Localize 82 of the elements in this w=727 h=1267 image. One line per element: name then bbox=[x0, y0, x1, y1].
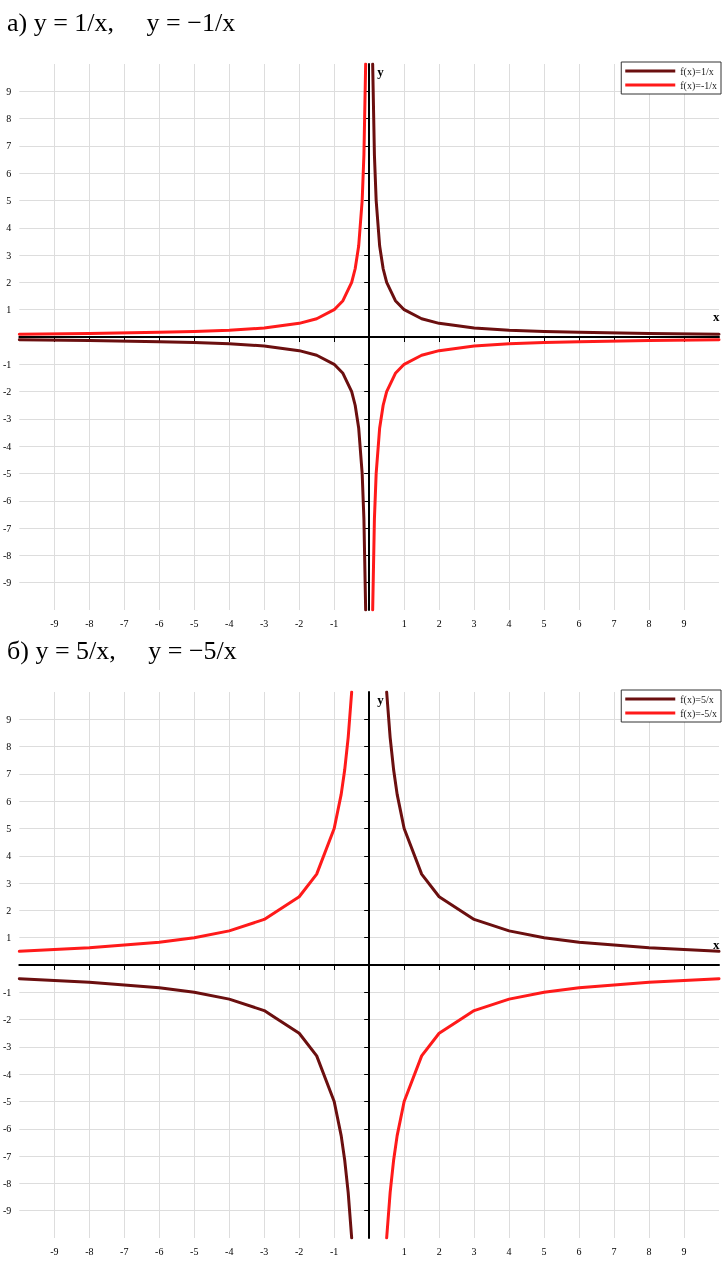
y-tick-label: 1 bbox=[6, 304, 12, 316]
x-tick-label: -4 bbox=[225, 1245, 234, 1257]
x-tick-label: 7 bbox=[611, 1245, 617, 1257]
y-tick-label: 3 bbox=[6, 877, 12, 889]
x-tick-label: 7 bbox=[611, 617, 617, 629]
y-tick-label: 9 bbox=[6, 85, 12, 97]
x-tick-label: 8 bbox=[646, 617, 652, 629]
y-tick-label: -7 bbox=[2, 1150, 12, 1162]
y-tick-label: 7 bbox=[6, 140, 12, 152]
x-tick-label: 3 bbox=[471, 617, 477, 629]
legend-label: f(x)=1/x bbox=[680, 65, 714, 78]
y-tick-label: -8 bbox=[2, 549, 12, 561]
x-tick-label: -3 bbox=[260, 1245, 269, 1257]
y-tick-label: -7 bbox=[2, 522, 12, 534]
x-tick-label: -9 bbox=[50, 617, 59, 629]
y-tick-label: -9 bbox=[2, 577, 12, 589]
x-tick-label: 6 bbox=[576, 617, 582, 629]
x-tick-label: -5 bbox=[190, 617, 199, 629]
legend-label: f(x)=-5/x bbox=[680, 707, 718, 720]
y-axis-title: y bbox=[377, 692, 385, 707]
y-tick-label: 3 bbox=[6, 249, 12, 261]
x-tick-label: 4 bbox=[506, 1245, 512, 1257]
y-tick-label: -2 bbox=[2, 386, 12, 398]
x-tick-label: -8 bbox=[85, 617, 94, 629]
x-tick-label: -9 bbox=[50, 1245, 59, 1257]
chart-title: а) y = 1/x, y = −1/x bbox=[7, 7, 236, 37]
y-tick-label: 9 bbox=[6, 713, 12, 725]
y-tick-label: 8 bbox=[6, 113, 12, 125]
x-tick-label: 5 bbox=[541, 617, 547, 629]
x-tick-label: 4 bbox=[506, 617, 512, 629]
x-axis-title: x bbox=[713, 937, 720, 952]
x-axis-title: x bbox=[713, 309, 720, 324]
legend-label: f(x)=-1/x bbox=[680, 79, 718, 92]
y-tick-label: 8 bbox=[6, 741, 12, 753]
y-tick-label: 5 bbox=[6, 195, 12, 206]
y-tick-label: -3 bbox=[2, 1041, 12, 1053]
x-tick-label: -2 bbox=[295, 617, 304, 629]
x-tick-label: 5 bbox=[541, 1245, 547, 1257]
y-tick-label: -1 bbox=[2, 986, 12, 998]
y-tick-label: 7 bbox=[6, 768, 12, 780]
y-axis-title: y bbox=[377, 64, 385, 79]
y-tick-label: -3 bbox=[2, 413, 12, 425]
x-tick-label: -4 bbox=[225, 617, 234, 629]
x-tick-label: -1 bbox=[330, 617, 339, 629]
y-tick-label: 1 bbox=[6, 932, 12, 944]
y-tick-label: 2 bbox=[6, 276, 12, 288]
x-tick-label: 1 bbox=[401, 1245, 407, 1257]
x-tick-label: 2 bbox=[436, 617, 442, 629]
y-tick-label: -2 bbox=[2, 1014, 12, 1026]
chart-title: б) y = 5/x, y = −5/x bbox=[7, 635, 237, 665]
x-tick-label: 3 bbox=[471, 1245, 477, 1257]
x-tick-label: -6 bbox=[155, 1245, 164, 1257]
y-tick-label: 2 bbox=[6, 904, 12, 916]
x-tick-label: 8 bbox=[646, 1245, 652, 1257]
x-tick-label: 1 bbox=[401, 617, 407, 629]
y-tick-label: -4 bbox=[2, 440, 12, 452]
y-tick-label: 6 bbox=[6, 795, 12, 807]
legend-label: f(x)=5/x bbox=[680, 693, 714, 706]
y-tick-label: 4 bbox=[6, 850, 12, 862]
y-tick-label: -1 bbox=[2, 358, 12, 370]
x-tick-label: -6 bbox=[155, 617, 164, 629]
x-tick-label: -1 bbox=[330, 1245, 339, 1257]
x-tick-label: -7 bbox=[120, 617, 129, 629]
x-tick-label: 2 bbox=[436, 1245, 442, 1257]
y-tick-label: -9 bbox=[2, 1205, 12, 1217]
x-tick-label: -8 bbox=[85, 1245, 94, 1257]
y-tick-label: 4 bbox=[6, 222, 12, 234]
y-tick-label: -8 bbox=[2, 1177, 12, 1189]
x-tick-label: 6 bbox=[576, 1245, 582, 1257]
y-tick-label: 6 bbox=[6, 167, 12, 179]
y-tick-label: 5 bbox=[6, 823, 12, 834]
y-tick-label: -6 bbox=[2, 495, 12, 507]
x-tick-label: -2 bbox=[295, 1245, 304, 1257]
y-tick-label: -5 bbox=[2, 468, 12, 479]
y-tick-label: -4 bbox=[2, 1068, 12, 1080]
x-tick-label: -5 bbox=[190, 1245, 199, 1257]
y-tick-label: -6 bbox=[2, 1123, 12, 1135]
y-tick-label: -5 bbox=[2, 1096, 12, 1107]
x-tick-label: -3 bbox=[260, 617, 269, 629]
x-tick-label: -7 bbox=[120, 1245, 129, 1257]
x-tick-label: 9 bbox=[681, 1245, 687, 1257]
x-tick-label: 9 bbox=[681, 617, 687, 629]
